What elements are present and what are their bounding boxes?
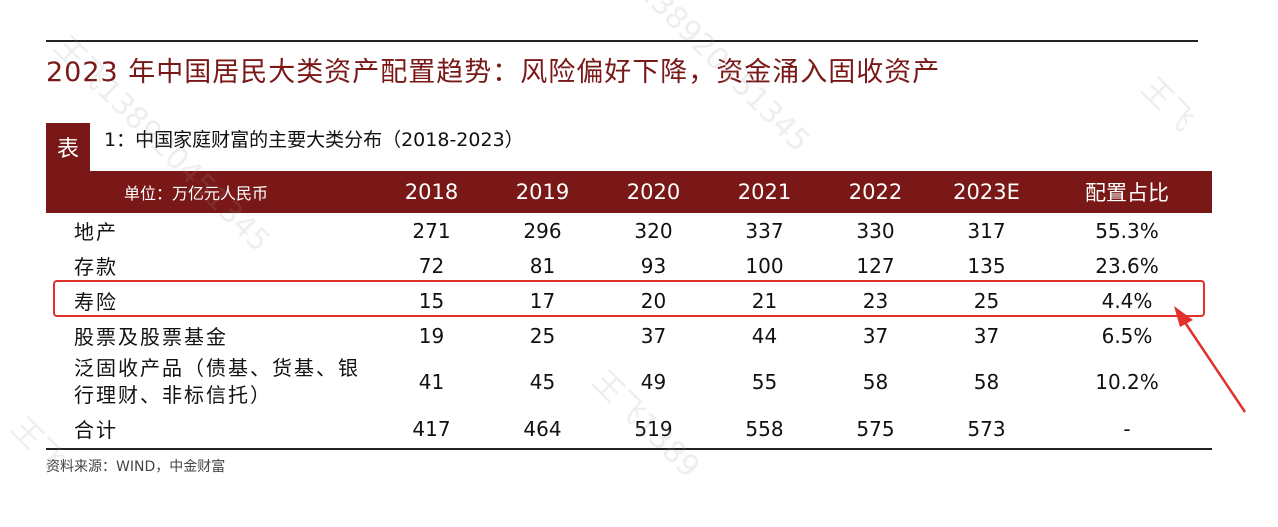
table-cell: 464 [523,416,562,441]
wealth-table: 单位：万亿元人民币 2018 2019 2020 2021 2022 2023E… [46,171,1212,450]
header-2023e: 2023E [953,180,1020,204]
caption-badge: 表 [46,123,90,171]
table-row-total: 合计 417 464 519 558 575 573 - [46,411,1212,446]
bottom-rule [46,448,1212,450]
table-cell: 23.6% [1095,253,1159,278]
table-cell: 337 [745,218,784,243]
table-cell: 15 [418,288,445,313]
table-cell: 45 [529,370,556,394]
table-cell: 37 [973,323,1000,348]
table-cell: 21 [751,288,778,313]
table-cell: 37 [862,323,889,348]
table-cell: 271 [412,218,451,243]
table-cell: 100 [745,253,784,278]
table-row-highlighted: 寿险 15 17 20 21 23 25 4.4% [46,283,1212,318]
table-row: 股票及股票基金 19 25 37 44 37 37 6.5% [46,318,1212,353]
table-cell: 25 [973,288,1000,313]
table-cell: 49 [640,370,667,394]
table-cell: 558 [745,416,784,441]
table-cell: 135 [967,253,1006,278]
table-cell: 575 [856,416,895,441]
table-cell: 17 [529,288,556,313]
table-cell: 93 [640,253,667,278]
source-note: 资料来源：WIND，中金财富 [46,459,226,475]
row-label: 地产 [74,220,118,244]
header-2021: 2021 [737,180,792,204]
table-cell: 296 [523,218,562,243]
top-rule [46,40,1198,42]
row-label-line2: 行理财、非标信托） [74,383,272,407]
table-cell: 58 [973,370,1000,394]
table-cell: 23 [862,288,889,313]
table-cell: 10.2% [1095,370,1159,394]
table-row: 地产 271 296 320 337 330 317 55.3% [46,213,1212,248]
header-2022: 2022 [848,180,903,204]
table-header: 单位：万亿元人民币 2018 2019 2020 2021 2022 2023E… [46,171,1212,213]
page-title: 2023 年中国居民大类资产配置趋势：风险偏好下降，资金涌入固收资产 [46,57,941,88]
table-cell: 55.3% [1095,218,1159,243]
row-label: 存款 [74,255,118,279]
table-cell: 20 [640,288,667,313]
table-cell: 58 [862,370,889,394]
row-label: 泛固收产品（债基、货基、银 行理财、非标信托） [46,355,376,409]
table-cell: 4.4% [1101,288,1153,313]
table-caption: 1：中国家庭财富的主要大类分布（2018-2023） [104,129,524,151]
header-unit: 单位：万亿元人民币 [124,184,269,203]
header-2019: 2019 [515,180,570,204]
table-cell: 519 [634,416,673,441]
header-share: 配置占比 [1085,181,1169,205]
header-2020: 2020 [626,180,681,204]
table-cell: 72 [418,253,445,278]
table-cell: - [1123,416,1131,441]
table-cell: 41 [418,370,445,394]
header-2018: 2018 [404,180,459,204]
table-row: 存款 72 81 93 100 127 135 23.6% [46,248,1212,283]
row-label-line1: 泛固收产品（债基、货基、银 [74,356,360,380]
table-cell: 317 [967,218,1006,243]
table-cell: 330 [856,218,895,243]
table-cell: 320 [634,218,673,243]
table-cell: 19 [418,323,445,348]
table-cell: 44 [751,323,778,348]
table-cell: 6.5% [1101,323,1153,348]
highlight-box [53,280,1205,317]
table-cell: 573 [967,416,1006,441]
row-label: 股票及股票基金 [74,325,228,349]
table-cell: 55 [751,370,778,394]
table-row: 泛固收产品（债基、货基、银 行理财、非标信托） 41 45 49 55 58 5… [46,353,1212,411]
table-cell: 37 [640,323,667,348]
table-cell: 81 [529,253,556,278]
table-cell: 25 [529,323,556,348]
row-label: 合计 [74,418,118,442]
table-cell: 417 [412,416,451,441]
row-label: 寿险 [74,290,118,314]
table-cell: 127 [856,253,895,278]
